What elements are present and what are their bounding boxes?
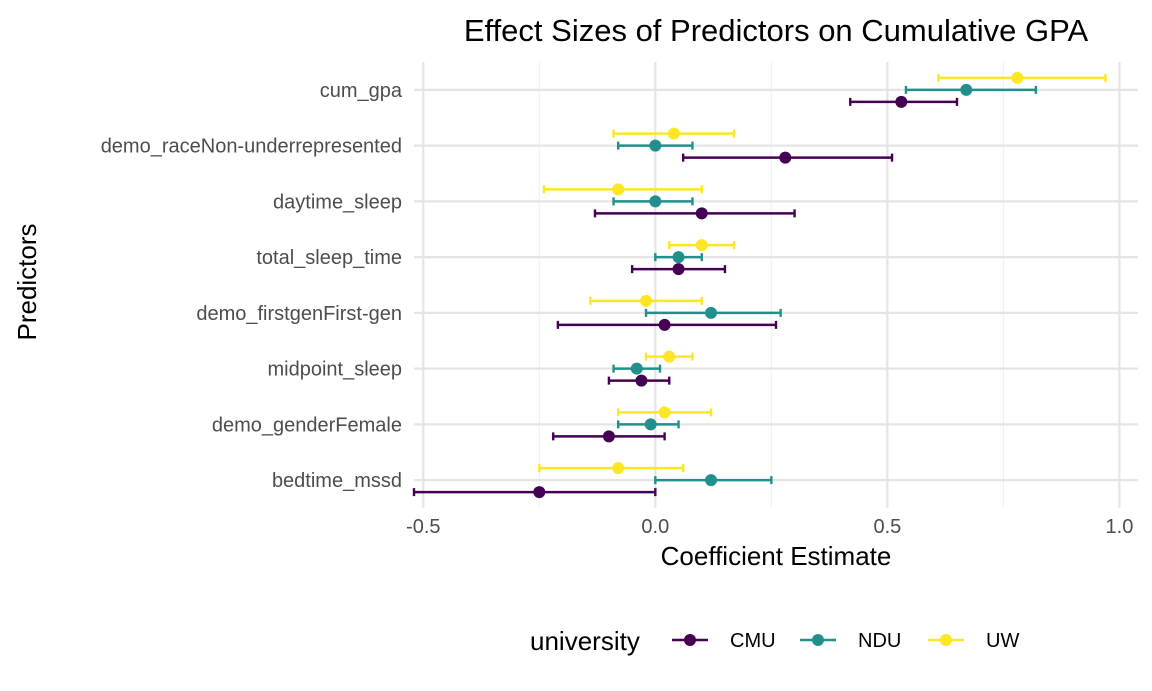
y-tick-label: demo_genderFemale [212,414,402,436]
estimate-point [779,151,792,164]
estimate-point [672,263,685,276]
x-tick-label: 1.0 [1106,516,1134,538]
estimate-point [663,350,676,363]
series-layer [412,71,1107,499]
y-tick-label: demo_firstgenFirst-gen [196,303,402,325]
legend: university CMU NDU UW [530,626,1019,656]
estimate-point [612,462,625,475]
y-tick-label: demo_raceNon-underrepresented [101,136,402,158]
legend-key-point [684,634,696,646]
estimate-point [635,374,648,387]
x-axis-tick-labels: -0.5 0.0 0.5 1.0 [406,516,1133,538]
estimate-point [644,418,657,431]
x-tick-label: 0.5 [873,516,901,538]
y-tick-label: daytime_sleep [273,191,402,213]
legend-item-ndu: NDU [800,630,901,652]
estimate-point [705,474,718,487]
series-ndu [612,83,1038,487]
estimate-point [612,183,625,196]
y-tick-label: midpoint_sleep [267,359,402,381]
legend-items: CMU NDU UW [672,630,1019,652]
series-cmu [412,95,959,499]
y-axis-tick-labels: cum_gpa demo_raceNon-underrepresenteddayt… [101,80,403,492]
series-uw [538,71,1107,475]
estimate-point [705,306,718,319]
estimate-point [672,251,685,264]
estimate-point [658,406,671,419]
estimate-point [667,127,680,140]
x-axis-title: Coefficient Estimate [661,541,892,571]
estimate-point [602,430,615,443]
legend-title: university [530,626,640,656]
y-axis-title: Predictors [12,223,42,340]
legend-label: NDU [858,630,901,652]
legend-key-point [812,634,824,646]
legend-label: UW [986,630,1019,652]
estimate-point [658,318,671,331]
plot-area [412,62,1138,508]
estimate-point [695,207,708,220]
estimate-point [895,95,908,108]
estimate-point [649,139,662,152]
estimate-point [533,486,546,499]
legend-item-uw: UW [928,630,1019,652]
x-tick-label: 0.0 [641,516,669,538]
legend-label: CMU [730,630,776,652]
estimate-point [695,239,708,252]
legend-item-cmu: CMU [672,630,776,652]
x-tick-label: -0.5 [406,516,440,538]
estimate-point [649,195,662,208]
chart-title: Effect Sizes of Predictors on Cumulative… [464,13,1089,48]
grid-lines [414,62,1138,508]
estimate-point [630,362,643,375]
estimate-point [640,294,653,307]
y-tick-label: total_sleep_time [256,247,402,269]
y-tick-label: bedtime_mssd [272,470,402,492]
y-tick-label: cum_gpa [320,80,403,102]
estimate-point [960,83,973,96]
estimate-point [1011,71,1024,84]
legend-key-point [940,634,952,646]
